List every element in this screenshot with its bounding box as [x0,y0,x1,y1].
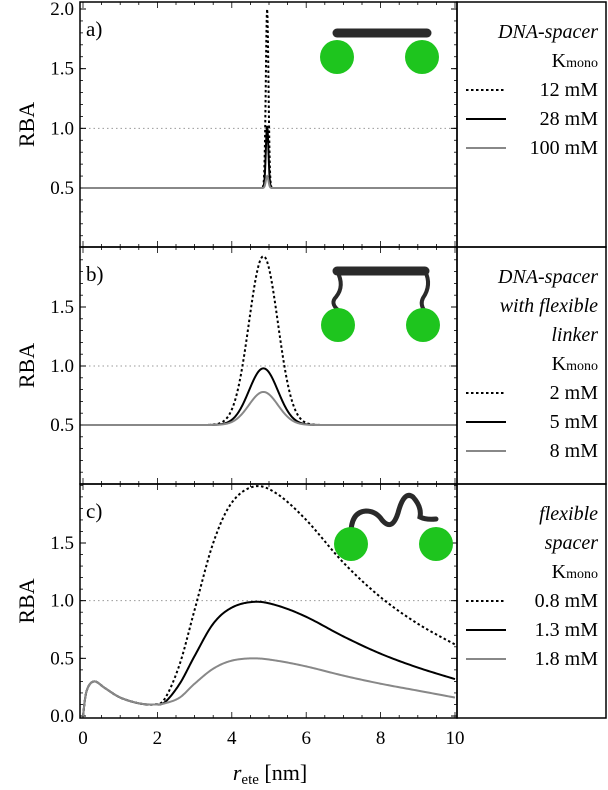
flexible-spacer-icon [334,492,453,561]
y-tick-label: 1.5 [50,533,74,554]
linker-spacer-icon [321,266,440,342]
panel-3: 0.0 0.5 1.0 1.5 RBA c) flexible spacer Kmono 0.8 … [14,483,607,727]
legend-entry: 12 mM [540,79,599,101]
legend-entry: 100 mM [530,137,599,159]
legend-k-label: Kmono [552,50,598,72]
series-line-3 [82,657,456,717]
y-tick-label: 1.5 [50,297,74,318]
right-ball [405,40,439,74]
y-tick-label: 0.5 [50,648,74,669]
right-linker [419,270,430,312]
x-tick-label: 10 [446,728,465,749]
legend: flexible spacer Kmono 0.8 mM 1.3 mM 1.8 mM [466,503,598,670]
legend-title: spacer [545,532,599,554]
series-line-3 [83,390,455,426]
right-ball [419,527,453,561]
panel-label: b) [86,262,104,286]
legend-title: linker [551,324,598,346]
legend-k-label: Kmono [552,561,598,583]
x-tick-label: 4 [227,728,237,749]
right-ball [406,308,440,342]
y-tick-label: 1.0 [50,356,74,377]
y-tick-label: 0.0 [50,706,74,727]
y-tick-label: 1.0 [50,591,74,612]
x-tick-label: 0 [78,728,88,749]
y-axis-label: RBA [14,578,39,623]
panel-2: 0.5 1.0 1.5 RBA b) DNA-spacer with flexible lin… [14,246,607,485]
legend-entry: 0.8 mM [535,590,599,612]
legend-entry: 5 mM [550,411,599,433]
x-tick-label: 6 [301,728,311,749]
panel-label: a) [86,17,102,41]
panel-1: 0.5 1.0 1.5 2.0 RBA a) DNA-spacer Kmono 12 mM 28 … [14,0,607,248]
left-ball [334,527,368,561]
y-tick-label: 1.5 [50,59,74,80]
legend: DNA-spacer Kmono 12 mM 28 mM 100 mM [466,21,598,159]
legend-entry: 2 mM [550,382,599,404]
panel-label: c) [86,499,102,523]
left-ball [320,40,354,74]
legend-entry: 1.8 mM [535,648,599,670]
y-tick-label: 2.0 [50,0,74,20]
legend-entry: 28 mM [540,108,599,130]
legend-title: flexible [539,503,598,525]
y-axis-label: RBA [14,343,39,388]
flexible-chain [348,492,439,540]
y-axis-label: RBA [14,102,39,147]
x-tick-label: 8 [376,728,386,749]
legend-entry: 8 mM [550,440,599,462]
legend-title: with flexible [500,295,598,317]
x-axis-label: rete [nm] [233,760,307,788]
y-tick-label: 0.5 [50,415,74,436]
left-linker [331,270,343,312]
legend: DNA-spacer with flexible linker Kmono 2 mM 5 … [466,266,598,462]
y-tick-label: 1.0 [50,118,74,139]
series-line-3 [83,174,455,189]
y-tick-label: 0.5 [50,178,74,199]
legend-entry: 1.3 mM [535,619,599,641]
rigid-spacer-icon [320,28,439,74]
plot-frame [79,1,458,248]
series-line-1 [83,255,455,426]
left-ball [321,308,355,342]
legend-title: DNA-spacer [497,21,598,43]
legend-title: DNA-spacer [497,266,598,288]
x-tick-label: 2 [153,728,163,749]
series-line-2 [83,367,455,426]
legend-k-label: Kmono [552,353,598,375]
